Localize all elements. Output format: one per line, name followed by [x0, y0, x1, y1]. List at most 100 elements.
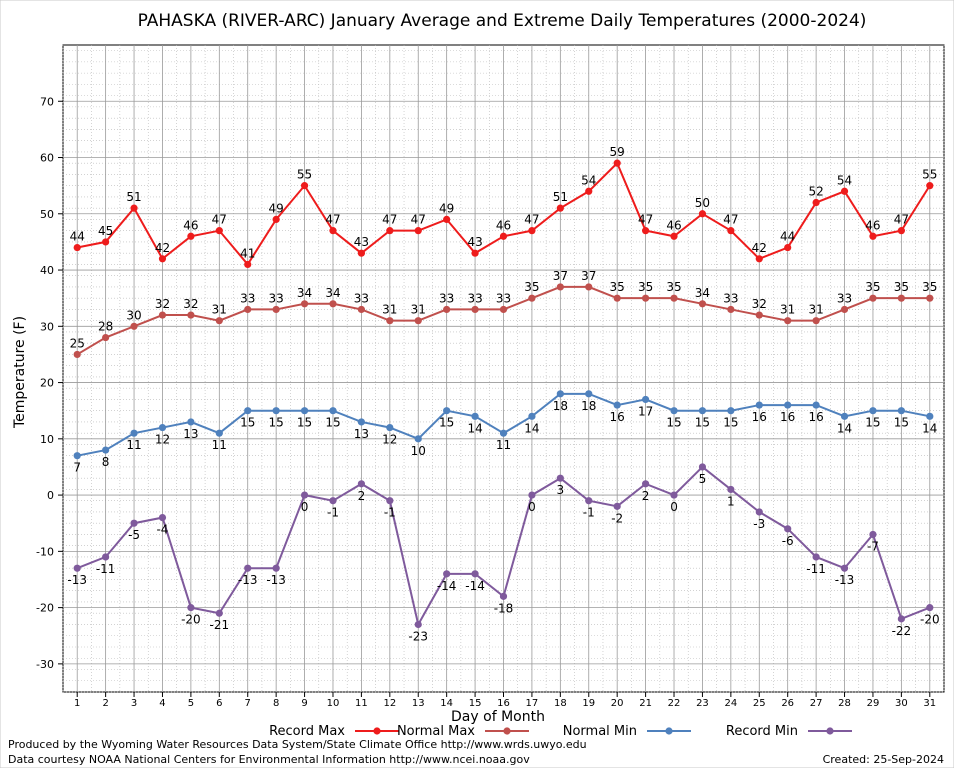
data-point-record-max: [641, 227, 650, 235]
data-label-record-min: 0: [670, 500, 678, 514]
data-point-normal-min: [727, 407, 735, 415]
data-label-record-max: 46: [865, 218, 880, 232]
data-point-normal-max: [357, 305, 366, 314]
data-label-record-max: 47: [723, 213, 738, 227]
footer-produced-by: Produced by the Wyoming Water Resources …: [8, 738, 587, 751]
data-label-record-max: 55: [922, 168, 937, 182]
data-label-record-max: 49: [439, 201, 454, 215]
data-point-normal-min: [755, 401, 763, 409]
data-label-record-max: 45: [98, 224, 113, 238]
data-point-record-min: [357, 480, 366, 488]
data-label-record-min: -1: [583, 506, 595, 520]
data-label-record-min: 2: [642, 489, 650, 503]
data-point-normal-max: [499, 305, 508, 314]
data-label-normal-max: 35: [524, 280, 539, 294]
y-tick-label: 20: [40, 377, 54, 390]
data-point-normal-max: [784, 317, 792, 325]
data-point-normal-max: [556, 283, 564, 291]
data-point-record-max: [386, 227, 394, 235]
data-label-normal-max: 28: [98, 320, 113, 334]
data-label-record-max: 46: [496, 218, 511, 232]
data-point-normal-max: [102, 333, 110, 342]
data-point-record-min: [414, 620, 422, 629]
data-point-record-min: [272, 564, 280, 572]
data-label-normal-max: 31: [212, 303, 227, 317]
data-label-normal-min: 14: [524, 421, 539, 435]
data-point-normal-max: [187, 311, 195, 319]
data-point-normal-min: [130, 429, 138, 437]
data-label-normal-min: 15: [269, 416, 284, 430]
x-tick-label: 3: [131, 698, 137, 709]
data-point-normal-max: [414, 317, 422, 325]
data-point-normal-min: [329, 407, 337, 415]
data-point-record-max: [130, 204, 138, 212]
data-point-normal-max: [130, 322, 138, 330]
data-point-record-max: [158, 255, 167, 263]
data-point-record-min: [528, 491, 536, 499]
data-point-record-min: [812, 553, 820, 561]
data-point-record-max: [272, 215, 280, 224]
y-tick-label: 30: [40, 320, 54, 333]
x-tick-label: 15: [469, 698, 482, 709]
data-label-record-min: -13: [238, 573, 258, 587]
data-point-normal-min: [187, 418, 195, 426]
data-point-record-max: [670, 232, 678, 240]
data-label-record-max: 43: [467, 235, 482, 249]
data-point-normal-min: [357, 418, 366, 426]
data-label-normal-min: 16: [808, 410, 823, 424]
data-label-normal-min: 18: [553, 399, 568, 413]
series-layer: [73, 159, 934, 629]
x-tick-label: 5: [188, 698, 194, 709]
data-label-record-min: 0: [528, 500, 536, 514]
data-point-record-min: [499, 592, 508, 600]
x-tick-label: 27: [810, 698, 823, 709]
data-label-record-min: 0: [301, 500, 309, 514]
data-point-record-min: [613, 502, 621, 510]
data-point-record-max: [102, 238, 110, 246]
legend-marker-normal-min: [665, 727, 673, 735]
x-tick-label: 4: [159, 698, 165, 709]
data-point-record-max: [300, 182, 309, 190]
x-axis-ticks: 1 2 3 4 5 6 7 8 9 10 11 12 13 14 15 16 17 18 19 20 21 22 23 24 2…: [74, 692, 936, 709]
data-point-record-max: [926, 182, 934, 190]
data-point-normal-min: [869, 407, 877, 415]
data-label-record-min: 1: [727, 494, 735, 508]
x-tick-label: 29: [867, 698, 880, 709]
data-label-normal-max: 32: [183, 297, 198, 311]
data-point-normal-max: [869, 294, 877, 302]
data-label-normal-max: 33: [240, 291, 255, 305]
data-label-normal-min: 15: [723, 416, 738, 430]
data-label-record-min: -20: [181, 613, 201, 627]
data-label-normal-max: 32: [752, 297, 767, 311]
data-point-record-min: [73, 564, 81, 572]
data-label-normal-max: 37: [581, 269, 596, 283]
data-point-record-min: [386, 497, 394, 505]
data-point-normal-min: [471, 412, 479, 420]
data-label-record-min: -21: [210, 618, 230, 632]
data-point-record-max: [727, 227, 735, 235]
data-point-normal-max: [755, 311, 763, 319]
data-point-record-max: [755, 255, 763, 263]
data-point-normal-min: [102, 446, 110, 454]
data-point-record-min: [443, 570, 451, 578]
x-tick-label: 24: [724, 698, 737, 709]
data-label-record-max: 49: [269, 201, 284, 215]
data-point-record-max: [528, 227, 536, 235]
data-label-normal-min: 16: [752, 410, 767, 424]
data-point-record-max: [784, 243, 792, 252]
legend-label-normal-max: Normal Max: [397, 724, 475, 739]
data-point-normal-min: [812, 401, 820, 409]
data-point-normal-min: [73, 452, 81, 460]
data-point-record-min: [244, 564, 252, 572]
data-point-normal-max: [272, 305, 280, 314]
data-label-normal-min: 14: [837, 421, 852, 435]
data-label-record-max: 47: [524, 213, 539, 227]
x-tick-label: 21: [639, 698, 652, 709]
data-label-record-min: -1: [384, 506, 396, 520]
footer-data-courtesy: Data courtesy NOAA National Centers for …: [8, 753, 530, 766]
legend-marker-record-max: [373, 727, 381, 735]
data-label-normal-min: 18: [581, 399, 596, 413]
data-point-normal-max: [329, 300, 337, 308]
y-tick-label: 10: [40, 433, 54, 446]
legend-marker-record-min: [826, 727, 834, 735]
